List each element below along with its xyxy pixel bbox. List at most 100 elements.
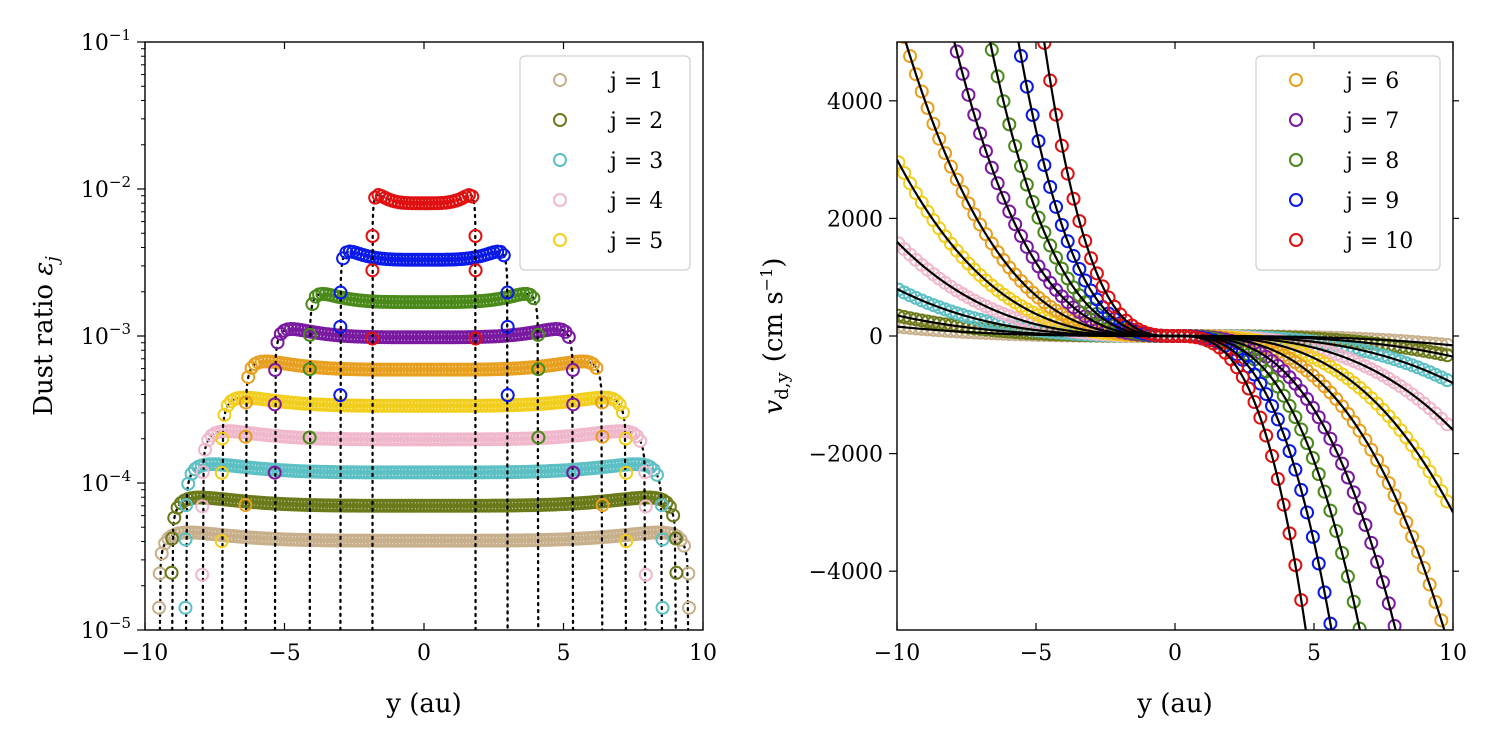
velocity-point (1440, 373, 1453, 388)
dust-ratio-point (638, 567, 653, 582)
velocity-point (1335, 456, 1350, 471)
velocity-point (1370, 554, 1385, 569)
velocity-point (1019, 177, 1034, 192)
dust-ratio-legend-label: j = 4 (607, 189, 663, 214)
dust-ratio-point (468, 263, 483, 278)
dust-ratio-y-tick-label: 10−1 (81, 26, 131, 56)
dust-ratio-point (561, 329, 576, 344)
velocity-point (1288, 410, 1303, 425)
velocity-point (967, 207, 982, 222)
velocity-point (1370, 453, 1385, 468)
velocity-point (990, 69, 1005, 84)
dust-ratio-point (365, 331, 380, 346)
velocity-point (1393, 501, 1408, 516)
velocity-legend: j = 6 j = 7 j = 8 j = 9 j = 10 (1255, 55, 1441, 271)
dust-ratio-point (214, 534, 229, 549)
dust-ratio-guide-line (158, 531, 690, 630)
velocity-point (996, 94, 1011, 109)
velocity-point (973, 126, 988, 141)
velocity-point (1060, 234, 1075, 249)
velocity-point (1352, 501, 1367, 516)
velocity-point (1434, 484, 1449, 499)
velocity-point (1049, 250, 1064, 265)
dust-ratio-point (669, 565, 684, 580)
velocity-y-tick-label: −4000 (809, 560, 883, 585)
dust-ratio-point (615, 405, 630, 420)
velocity-point (1025, 108, 1040, 123)
velocity-point (1364, 442, 1379, 457)
velocity-y-tick-label: 4000 (827, 90, 883, 115)
velocity-point (1305, 529, 1320, 544)
velocity-y-label-units-exp: −1 (757, 268, 776, 292)
dust-ratio-point (465, 189, 480, 204)
dust-ratio-point (214, 465, 229, 480)
velocity-x-tick-label: 0 (1168, 641, 1182, 666)
velocity-point (1282, 398, 1297, 413)
dust-ratio-series (238, 354, 610, 630)
dust-ratio-point (668, 531, 683, 546)
dust-ratio-point (178, 532, 193, 547)
velocity-point (1008, 217, 1023, 232)
dust-ratio-point (468, 331, 483, 346)
velocity-point (1276, 497, 1291, 512)
dust-ratio-legend-marker (553, 233, 567, 247)
dust-ratio-point (238, 395, 253, 410)
velocity-point (1323, 431, 1338, 446)
velocity-x-tick-label: −5 (1020, 641, 1052, 666)
velocity-point (1043, 238, 1058, 253)
dust-ratio-point (165, 531, 180, 546)
dust-ratio-x-axis-label: y (au) (385, 689, 462, 719)
dust-ratio-point (609, 393, 624, 408)
dust-ratio-point (268, 363, 283, 378)
dust-ratio-point (267, 397, 282, 412)
velocity-panel: −10 −5 0 5 10 −4000 −2000 0 2000 4000 y (au) vd,y… (757, 41, 1467, 719)
dust-ratio-y-label-text: Dust ratio (29, 276, 59, 416)
dust-ratio-point (500, 285, 515, 300)
velocity-point (1002, 117, 1017, 132)
velocity-point (1428, 595, 1443, 610)
dust-ratio-point (215, 431, 230, 446)
dust-ratio-point (619, 534, 634, 549)
dust-ratio-point (681, 600, 696, 615)
dust-ratio-point (566, 397, 581, 412)
velocity-y-tick-label: −2000 (809, 443, 883, 468)
dust-ratio-plot-area (152, 188, 696, 630)
velocity-point (1013, 229, 1028, 244)
velocity-point (1335, 545, 1350, 560)
velocity-y-label-symbol: v (759, 399, 789, 414)
velocity-x-axis-label: y (au) (1136, 689, 1213, 719)
velocity-point (920, 101, 935, 116)
dust-ratio-point (152, 600, 167, 615)
velocity-point (1043, 179, 1058, 194)
dust-ratio-point (217, 407, 232, 422)
dust-ratio-point (531, 430, 546, 445)
velocity-point (1066, 248, 1081, 263)
velocity-point (1241, 381, 1256, 396)
dust-ratio-point (493, 244, 508, 259)
velocity-y-label-subscript: d,y (772, 371, 793, 399)
velocity-point (926, 116, 941, 131)
dust-ratio-point (670, 529, 685, 544)
dust-ratio-point (178, 600, 193, 615)
dust-ratio-legend-label: j = 1 (607, 69, 663, 94)
dust-ratio-point (468, 229, 483, 244)
velocity-series (897, 282, 1453, 388)
dust-ratio-point (195, 499, 210, 514)
velocity-ticks: −10 −5 0 5 10 −4000 −2000 0 2000 4000 (809, 42, 1467, 666)
velocity-legend-marker (1289, 233, 1303, 247)
dust-ratio-series (164, 490, 684, 630)
velocity-point (1393, 354, 1408, 369)
dust-ratio-x-tick-label: −5 (268, 641, 300, 666)
velocity-x-tick-label: −10 (874, 641, 920, 666)
velocity-point (943, 159, 958, 174)
dust-ratio-y-label-symbol: ε (29, 262, 59, 276)
velocity-point (949, 44, 964, 59)
velocity-point (955, 66, 970, 81)
velocity-point (1282, 444, 1297, 459)
dust-ratio-series (365, 188, 483, 630)
velocity-point (1399, 515, 1414, 530)
velocity-point (1031, 134, 1046, 149)
velocity-model-curve (1043, 42, 1307, 630)
velocity-point (1054, 261, 1069, 276)
dust-ratio-point (565, 363, 580, 378)
